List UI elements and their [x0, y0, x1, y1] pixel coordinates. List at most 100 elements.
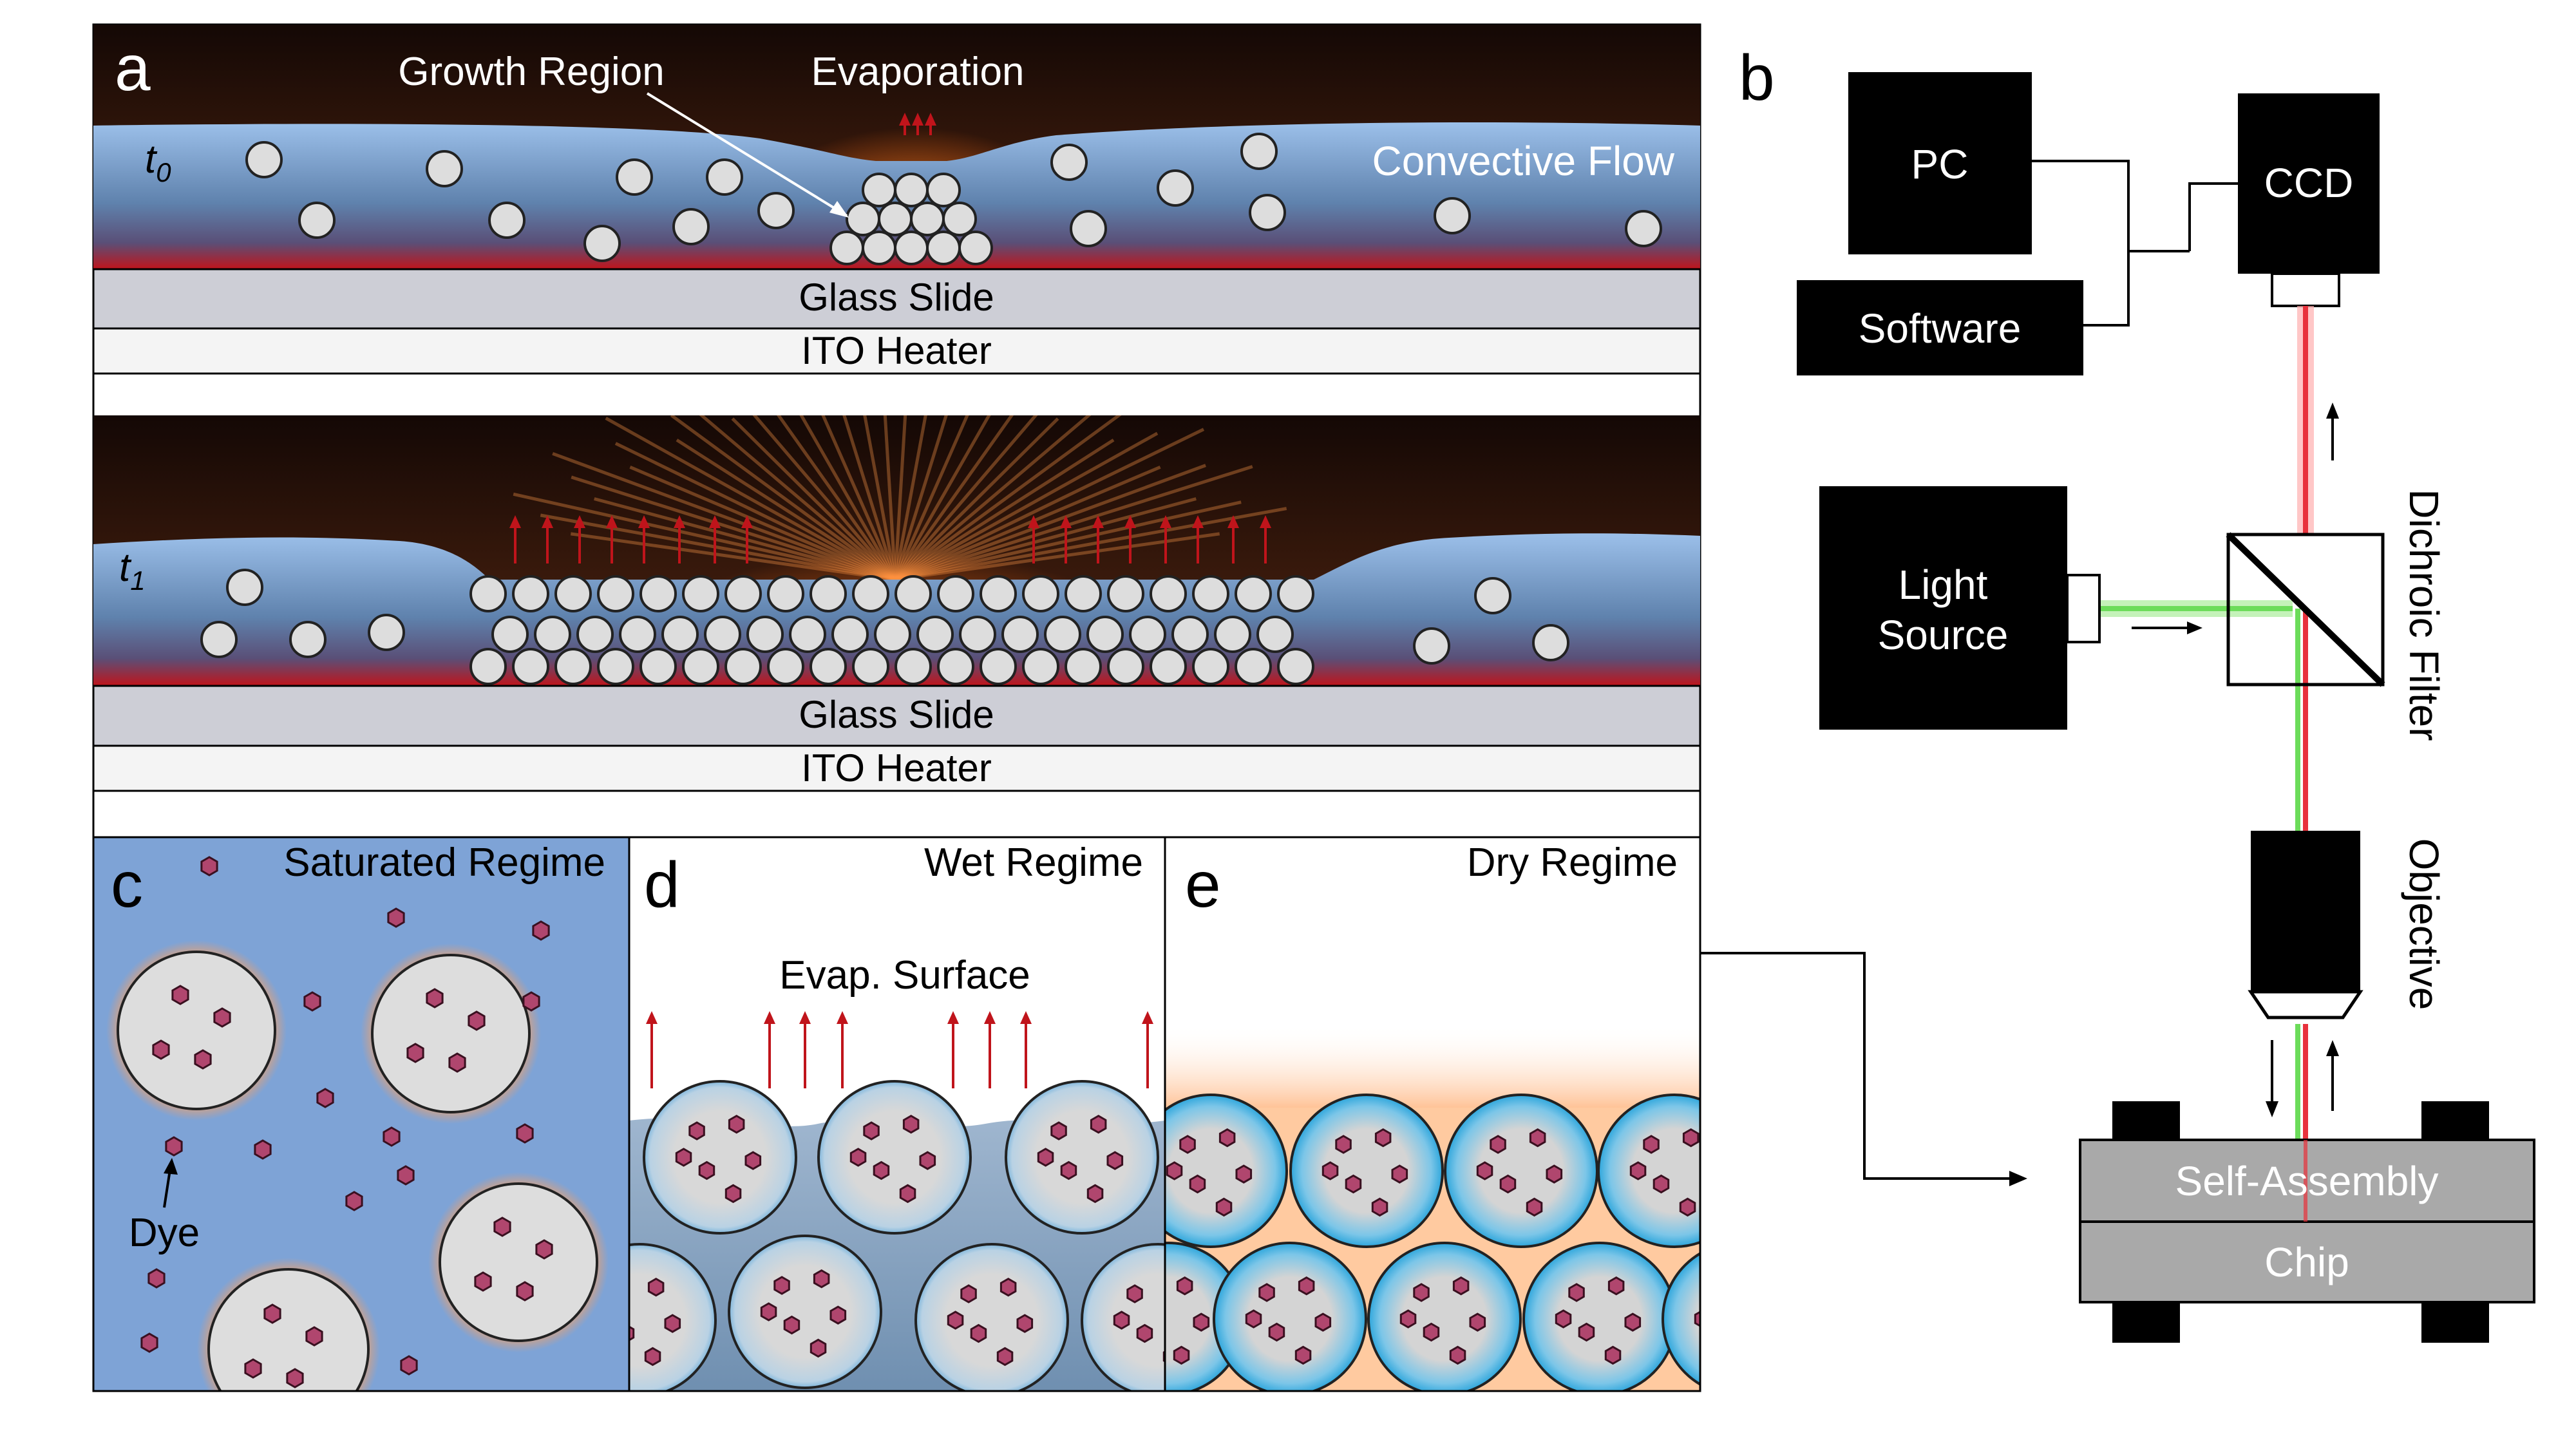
particle — [200, 621, 238, 658]
particle — [1625, 210, 1662, 247]
dichroic-mirror — [2226, 532, 2385, 687]
particle — [1192, 575, 1229, 612]
panel-letter-b: b — [1739, 42, 1775, 114]
dye-molecule — [996, 1347, 1014, 1367]
dye-molecule — [760, 1302, 777, 1321]
particle — [1107, 575, 1144, 612]
dye-molecule — [1016, 1314, 1034, 1333]
particle — [534, 616, 571, 653]
zoom-connector-head — [2009, 1171, 2027, 1186]
particle — [1005, 1080, 1159, 1235]
particle — [874, 616, 911, 653]
light-source-box — [1819, 486, 2067, 730]
dye-molecule — [919, 1151, 936, 1170]
particle — [1107, 648, 1144, 685]
dye-molecule — [773, 1276, 790, 1295]
ccd-label: CCD — [2264, 160, 2354, 206]
particle — [1277, 575, 1314, 612]
evaporation-arrow-head — [1160, 515, 1171, 528]
dye-molecule — [1086, 1184, 1104, 1204]
evaporation-arrow-head — [574, 515, 585, 528]
particle — [117, 951, 276, 1110]
particle — [895, 648, 932, 685]
particle — [368, 614, 405, 651]
dye-molecule — [1568, 1283, 1585, 1302]
particle — [916, 616, 954, 653]
dichroic-filter-cube — [2226, 533, 2385, 687]
particle — [1022, 648, 1059, 685]
dye-molecule — [1113, 1311, 1130, 1330]
particle — [583, 225, 621, 262]
particle — [672, 208, 710, 245]
particle — [1213, 1242, 1367, 1391]
dye-molecule — [286, 1368, 304, 1388]
glass-slide-label-t1: Glass Slide — [799, 693, 994, 736]
dye-molecule — [863, 1121, 880, 1141]
dye-molecule — [200, 856, 218, 876]
panel-a: Glass Slide ITO Heater Glass Slide ITO H… — [92, 23, 1701, 838]
evaporation-arrow-head — [741, 515, 753, 528]
particle — [512, 575, 549, 612]
particle — [980, 648, 1017, 685]
particle — [1413, 627, 1450, 665]
particle — [1065, 648, 1102, 685]
particle — [724, 648, 762, 685]
glass-slide-t1 — [92, 685, 1701, 747]
growth-heap-t1 — [469, 575, 1314, 685]
particle — [371, 954, 531, 1113]
particle — [1001, 616, 1039, 653]
particle — [817, 1080, 972, 1235]
dye-molecule — [873, 1160, 890, 1180]
objective-label: Objective — [2401, 838, 2447, 1010]
particle — [767, 575, 804, 612]
growth-region-label: Growth Region — [398, 50, 665, 94]
particle — [894, 231, 929, 265]
dye-molecule — [516, 1281, 534, 1302]
dye-molecule — [1682, 1128, 1700, 1148]
dye-molecule — [1037, 1148, 1054, 1167]
dye-molecule — [1629, 1161, 1647, 1180]
particle — [1150, 648, 1187, 685]
dye-molecule — [1371, 1197, 1388, 1217]
particle — [914, 1243, 1069, 1391]
particle — [926, 173, 961, 207]
dye-molecule — [474, 1271, 492, 1292]
arrow-right-light-head — [2187, 621, 2202, 634]
ito-heater-label-t0: ITO Heater — [801, 329, 992, 372]
particle — [469, 648, 507, 685]
dye-molecule — [999, 1277, 1017, 1297]
software-box — [1797, 280, 2083, 375]
dye-molecule — [1374, 1128, 1392, 1148]
dye-molecule — [1345, 1174, 1362, 1194]
dye-molecule — [1193, 1312, 1210, 1332]
dye-molecule — [1452, 1276, 1470, 1296]
dye-molecule — [1499, 1174, 1517, 1194]
dye-loaded-particles-c — [106, 940, 609, 1391]
evaporation-arrows-t0 — [899, 113, 936, 135]
dye-molecule — [468, 1010, 486, 1031]
ccd-lens — [2271, 272, 2340, 307]
dye-molecule — [1607, 1276, 1625, 1296]
dye-label: Dye — [129, 1211, 200, 1255]
dye-molecule — [1546, 1164, 1563, 1184]
dye-molecule — [960, 1284, 977, 1303]
dry-regime-title: Dry Regime — [1467, 840, 1678, 885]
light-source-aperture — [2066, 574, 2101, 643]
particle — [1277, 648, 1314, 685]
objective-body — [2251, 831, 2360, 992]
dye-molecule — [1321, 1161, 1339, 1180]
particle — [1157, 169, 1194, 207]
dye-molecule — [1215, 1197, 1233, 1217]
particle — [746, 616, 784, 653]
dry-glow — [1165, 1024, 1700, 1114]
dye-molecule — [1718, 1324, 1733, 1341]
evaporation-arrow-head — [1060, 515, 1072, 528]
ito-heater-t1 — [92, 744, 1701, 792]
particle — [894, 173, 929, 207]
dye-molecule — [1294, 1345, 1312, 1365]
dye-molecule — [647, 1277, 665, 1297]
time-t1-label: t1 — [119, 545, 146, 596]
pc-wire — [2032, 160, 2190, 252]
dye-molecule — [629, 1325, 635, 1341]
